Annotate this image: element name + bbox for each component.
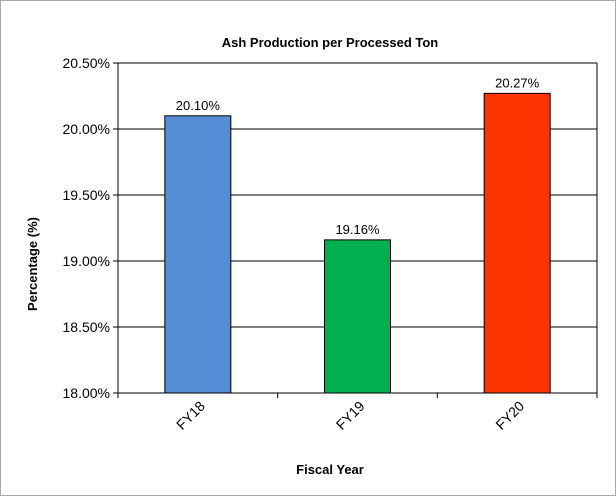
bar-fy20 [483, 92, 551, 394]
bar-fy18 [164, 115, 232, 394]
y-tick-label: 20.00% [63, 121, 110, 137]
data-label: 19.16% [335, 222, 380, 237]
x-tick-label: FY19 [333, 398, 368, 433]
y-tick-label: 18.00% [63, 385, 110, 401]
x-tick-label: FY18 [173, 398, 208, 433]
chart-title: Ash Production per Processed Ton [222, 35, 439, 50]
bar-fy19 [324, 239, 391, 394]
y-tick-label: 18.50% [63, 319, 110, 335]
x-tick-label: FY20 [492, 398, 527, 433]
x-axis-title: Fiscal Year [296, 462, 364, 477]
y-axis-title: Percentage (%) [25, 217, 40, 311]
y-tick-label: 19.00% [63, 253, 110, 269]
data-label: 20.27% [495, 75, 540, 90]
y-tick-label: 19.50% [63, 187, 110, 203]
y-tick-label: 20.50% [63, 55, 110, 71]
data-label: 20.10% [176, 98, 221, 113]
